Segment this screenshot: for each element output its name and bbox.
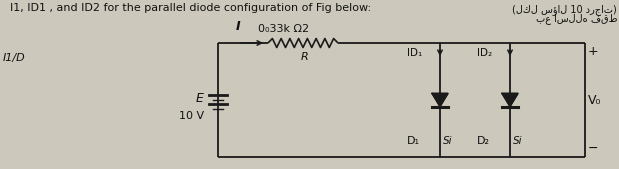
Text: Si: Si	[513, 136, 522, 146]
Text: +: +	[588, 45, 599, 58]
Text: I1/D: I1/D	[3, 53, 26, 63]
Text: D₁: D₁	[407, 136, 420, 146]
Text: ID₁: ID₁	[407, 48, 422, 58]
Text: 0₀33k Ω2: 0₀33k Ω2	[258, 24, 309, 34]
Text: (لكل سؤال 10 درجات): (لكل سؤال 10 درجات)	[513, 4, 617, 15]
Text: بع اسلله فقط: بع اسلله فقط	[535, 13, 617, 24]
Text: Si: Si	[443, 136, 452, 146]
Text: V₀: V₀	[588, 93, 602, 106]
Text: ID₂: ID₂	[477, 48, 492, 58]
Polygon shape	[432, 93, 448, 107]
Text: I: I	[236, 20, 240, 33]
Text: D₂: D₂	[477, 136, 490, 146]
Text: −: −	[588, 142, 599, 155]
Text: 10 V: 10 V	[179, 111, 204, 121]
Text: I1, ID1 , and ID2 for the parallel diode configuration of Fig below:: I1, ID1 , and ID2 for the parallel diode…	[3, 3, 371, 13]
Text: E: E	[196, 91, 204, 104]
Text: R: R	[301, 52, 309, 62]
Polygon shape	[502, 93, 518, 107]
